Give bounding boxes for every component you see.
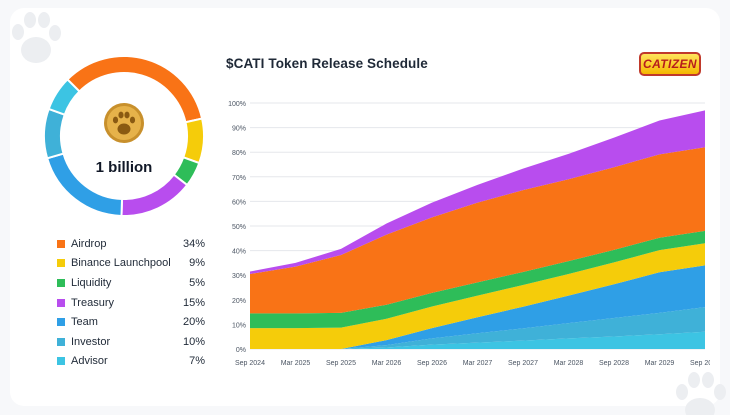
area-series-team [250, 265, 705, 349]
donut-slice [43, 107, 67, 160]
legend-percent: 34% [182, 237, 205, 250]
donut-slice [120, 173, 189, 217]
legend-item: Binance Launchpool 9% [57, 254, 205, 274]
legend-swatch [57, 298, 65, 307]
token-release-area-chart: 0% 10% 20% 30% 40% 50% 60% 70% 80% 90% 100% Sep 20… [228, 101, 710, 367]
donut-center-label: 1 billion [96, 159, 153, 176]
legend-percent: 10% [182, 335, 205, 348]
legend-item: Treasury 15% [57, 293, 205, 313]
x-tick-label: Sep 2024 [235, 360, 265, 367]
y-tick-label: 40% [232, 249, 246, 256]
legend-swatch [57, 259, 65, 268]
area-series-airdrop [250, 147, 705, 314]
paw-coin-icon [104, 103, 144, 143]
area-series-treasury [250, 110, 705, 274]
legend-item: Advisor 7% [57, 352, 205, 372]
y-tick-label: 100% [228, 101, 246, 108]
x-tick-label: Mar 2025 [281, 360, 311, 367]
x-tick-label: Sep 2029 [690, 360, 710, 367]
paw-print-icon [676, 372, 726, 415]
x-tick-label: Sep 2028 [599, 360, 629, 367]
x-tick-label: Sep 2027 [508, 360, 538, 367]
legend-percent: 7% [189, 355, 205, 368]
legend-label: Airdrop [71, 237, 107, 250]
chart-title: $CATI Token Release Schedule [226, 56, 428, 71]
legend-percent: 9% [189, 257, 205, 270]
legend-percent: 5% [189, 276, 205, 289]
legend-item: Investor 10% [57, 332, 205, 352]
y-tick-label: 0% [236, 347, 246, 354]
x-tick-label: Mar 2028 [554, 360, 584, 367]
legend-label: Liquidity [71, 276, 112, 289]
area-series-investor [250, 307, 705, 349]
y-tick-label: 60% [232, 199, 246, 206]
y-tick-label: 30% [232, 273, 246, 280]
x-tick-label: Sep 2026 [417, 360, 447, 367]
legend-item: Airdrop 34% [57, 234, 205, 254]
legend-swatch [57, 337, 65, 346]
legend-swatch [57, 357, 65, 366]
area-series-binance-launchpool [250, 243, 705, 349]
y-tick-label: 70% [232, 175, 246, 182]
allocation-legend: Airdrop 34% Binance Launchpool 9% Liquidity 5… [57, 234, 205, 371]
legend-swatch [57, 318, 65, 327]
legend-percent: 15% [182, 296, 205, 309]
y-tick-label: 80% [232, 150, 246, 157]
legend-label: Advisor [71, 355, 108, 368]
x-tick-label: Sep 2025 [326, 360, 356, 367]
x-tick-label: Mar 2027 [463, 360, 493, 367]
y-tick-label: 10% [232, 322, 246, 329]
x-tick-label: Mar 2026 [372, 360, 402, 367]
legend-label: Team [71, 316, 98, 329]
legend-label: Treasury [71, 296, 114, 309]
legend-swatch [57, 278, 65, 287]
area-series-advisor [250, 331, 705, 349]
legend-item: Team 20% [57, 312, 205, 332]
donut-slice [47, 78, 81, 116]
legend-label: Investor [71, 335, 111, 348]
catizen-logo: CATIZEN [639, 52, 701, 76]
y-tick-label: 90% [232, 126, 246, 133]
area-series-liquidity [250, 230, 705, 329]
x-tick-label: Mar 2029 [645, 360, 675, 367]
legend-label: Binance Launchpool [71, 257, 171, 270]
y-tick-label: 20% [232, 298, 246, 305]
legend-item: Liquidity 5% [57, 273, 205, 293]
legend-swatch [57, 239, 65, 248]
legend-percent: 20% [182, 316, 205, 329]
allocation-donut-chart: 1 billion [43, 55, 205, 217]
donut-slice [181, 117, 205, 165]
paw-print-icon [12, 12, 61, 63]
y-tick-label: 50% [232, 224, 246, 231]
